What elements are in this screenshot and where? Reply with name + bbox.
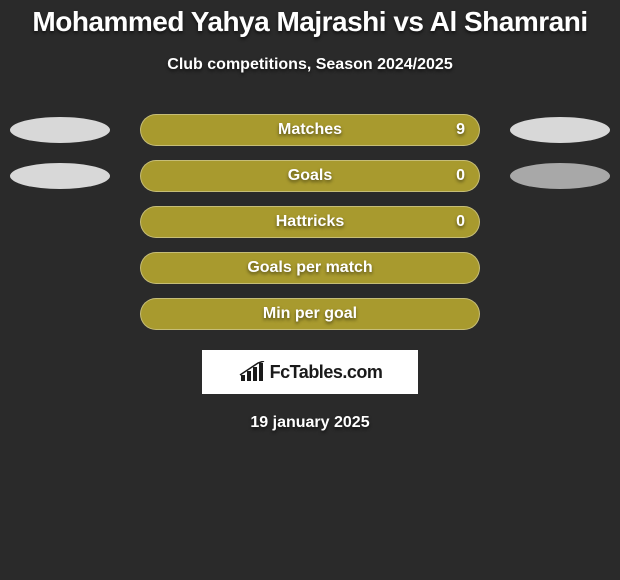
comparison-card: Mohammed Yahya Majrashi vs Al Shamrani C… [0, 0, 620, 432]
stat-bar: Matches 9 [140, 114, 480, 146]
stat-bar: Goals per match [140, 252, 480, 284]
player1-indicator [10, 163, 110, 189]
player2-indicator [510, 117, 610, 143]
stats-area: Matches 9 Goals 0 Hattricks 0 Goals per … [0, 114, 620, 330]
stat-label: Matches [278, 121, 342, 139]
source-logo: FcTables.com [202, 350, 418, 394]
player1-indicator [10, 117, 110, 143]
stat-bar: Goals 0 [140, 160, 480, 192]
stat-bar: Min per goal [140, 298, 480, 330]
stat-label: Hattricks [276, 213, 344, 231]
logo-text: FcTables.com [270, 362, 383, 383]
stat-bar: Hattricks 0 [140, 206, 480, 238]
chart-icon [238, 361, 266, 383]
snapshot-date: 19 january 2025 [0, 414, 620, 432]
stat-row-min-per-goal: Min per goal [0, 298, 620, 330]
stat-value: 0 [456, 167, 465, 185]
stat-row-matches: Matches 9 [0, 114, 620, 146]
stat-value: 0 [456, 213, 465, 231]
stat-row-goals: Goals 0 [0, 160, 620, 192]
stat-value: 9 [456, 121, 465, 139]
player2-indicator [510, 163, 610, 189]
stat-label: Goals [288, 167, 332, 185]
stat-label: Min per goal [263, 305, 357, 323]
season-subtitle: Club competitions, Season 2024/2025 [0, 56, 620, 74]
stat-row-goals-per-match: Goals per match [0, 252, 620, 284]
stat-row-hattricks: Hattricks 0 [0, 206, 620, 238]
stat-label: Goals per match [247, 259, 372, 277]
page-title: Mohammed Yahya Majrashi vs Al Shamrani [0, 6, 620, 38]
